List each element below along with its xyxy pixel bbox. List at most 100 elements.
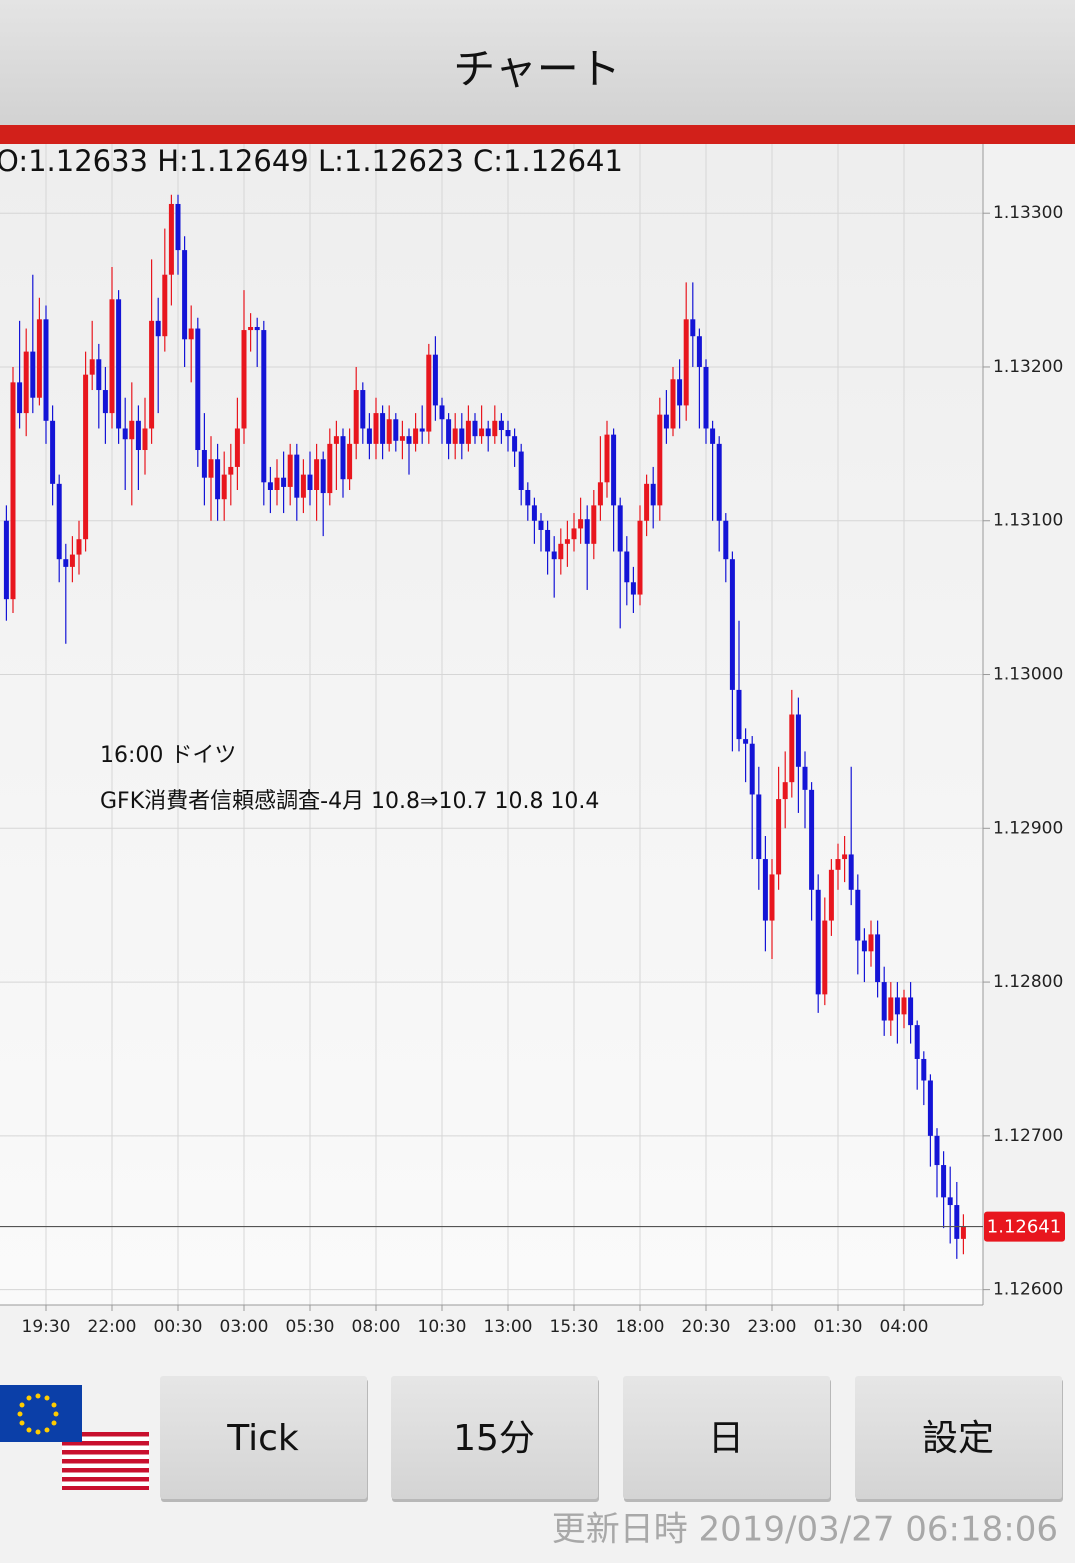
x-tick-label: 01:30: [814, 1317, 863, 1337]
candle-body: [584, 519, 590, 544]
candle-body: [3, 520, 9, 600]
candle-body: [168, 203, 174, 275]
candle-body: [314, 459, 320, 490]
candle-body: [809, 789, 815, 890]
candle-body: [729, 559, 735, 690]
candle-body: [657, 414, 663, 506]
candle-body: [241, 330, 247, 429]
eu-stars: [17, 1393, 59, 1435]
candle-body: [597, 482, 603, 506]
candle-body: [419, 428, 425, 432]
candle-body: [782, 782, 788, 800]
candle-body: [446, 419, 452, 444]
candle-body: [578, 519, 584, 529]
eu-flag: [0, 1385, 82, 1442]
candle-body: [875, 934, 881, 983]
candle-body: [663, 414, 669, 429]
candle-body: [30, 351, 36, 398]
candle-body: [142, 428, 148, 451]
candle-body: [934, 1135, 940, 1166]
candle-body: [162, 274, 168, 337]
candle-body: [505, 430, 511, 437]
candle-body: [274, 477, 280, 490]
candle-body: [307, 474, 313, 490]
x-tick-label: 00:30: [154, 1317, 203, 1337]
candle-body: [63, 559, 69, 567]
candle-body: [525, 489, 531, 506]
y-tick-label: 1.12800: [993, 972, 1063, 992]
currency-flags: [0, 1385, 149, 1490]
candle-body: [327, 443, 333, 494]
candle-body: [287, 454, 293, 487]
x-tick-label: 04:00: [880, 1317, 929, 1337]
x-tick-label: 10:30: [418, 1317, 467, 1337]
x-tick-label: 08:00: [352, 1317, 401, 1337]
x-tick-label: 20:30: [682, 1317, 731, 1337]
candle-body: [320, 459, 326, 494]
candle-body: [261, 330, 267, 483]
candle-body: [723, 520, 729, 560]
candle-body: [624, 551, 630, 583]
candle-body: [545, 529, 551, 552]
annotation: 16:00 ドイツ: [100, 743, 236, 768]
candle-body: [201, 450, 207, 478]
candle-body: [254, 326, 260, 331]
candle-body: [591, 505, 597, 544]
candle-body: [696, 336, 702, 367]
candle-body: [43, 319, 49, 421]
candle-body: [413, 428, 419, 444]
candle-body: [267, 482, 273, 490]
candle-body: [703, 366, 709, 429]
candle-body: [492, 420, 498, 437]
candle-body: [901, 997, 907, 1015]
candle-body: [630, 582, 636, 595]
candle-body: [102, 390, 108, 414]
header-title: チャート: [453, 45, 621, 94]
candle-body: [776, 799, 782, 875]
candle-body: [947, 1197, 953, 1206]
candle-body: [881, 982, 887, 1021]
candle-body: [908, 997, 914, 1026]
accent-bar: [0, 125, 1075, 144]
candle-body: [855, 889, 861, 941]
candle-body: [828, 869, 834, 921]
candle-body: [815, 889, 821, 995]
candle-body: [842, 854, 848, 860]
candle-body: [617, 505, 623, 552]
candle-body: [96, 359, 102, 391]
tab-button[interactable]: [160, 1376, 367, 1499]
candle-body: [373, 413, 379, 444]
y-tick-label: 1.12600: [993, 1280, 1063, 1300]
candle-body: [894, 997, 900, 1015]
tab-button[interactable]: [855, 1376, 1062, 1499]
candle-body: [10, 382, 16, 600]
candle-body: [36, 319, 42, 398]
candle-body: [743, 739, 749, 744]
tab-button[interactable]: [623, 1376, 830, 1499]
candle-body: [155, 320, 161, 337]
candle-body: [188, 328, 194, 340]
plot-area: [0, 144, 983, 1305]
candle-body: [914, 1025, 920, 1059]
candle-body: [340, 436, 346, 480]
candle-body: [465, 420, 471, 444]
candle-body: [195, 328, 201, 451]
y-tick-label: 1.12900: [993, 818, 1063, 838]
x-tick-label: 15:30: [550, 1317, 599, 1337]
tab-button[interactable]: [391, 1376, 598, 1499]
candle-body: [23, 351, 29, 414]
candle-body: [294, 454, 300, 498]
candle-body: [122, 428, 128, 440]
ohlc-text: O:1.12633 H:1.12649 L:1.12623 C:1.12641: [0, 144, 623, 178]
candle-body: [888, 997, 894, 1021]
candle-body: [208, 459, 214, 478]
candle-body: [182, 250, 188, 340]
candle-body: [76, 539, 82, 555]
candle-body: [116, 299, 122, 429]
x-tick-label: 18:00: [616, 1317, 665, 1337]
candle-body: [393, 419, 399, 441]
y-tick-label: 1.13200: [993, 357, 1063, 377]
candle-body: [69, 554, 75, 567]
